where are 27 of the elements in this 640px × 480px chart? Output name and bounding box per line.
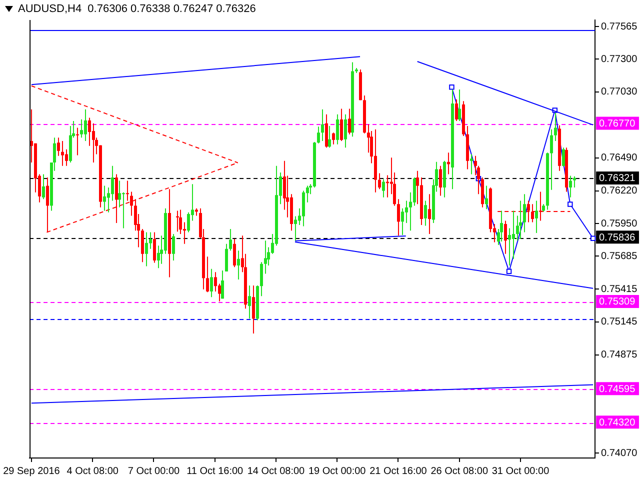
chart-title: AUDUSD,H4 0.76306 0.76338 0.76247 0.76326 bbox=[18, 3, 256, 15]
x-tick-label: 31 Oct 00:00 bbox=[492, 466, 550, 477]
y-tick-label: 0.74070 bbox=[601, 448, 638, 459]
y-tick-label: 0.75415 bbox=[601, 284, 638, 295]
y-tick-label: 0.74875 bbox=[601, 350, 638, 361]
x-tick-label: 26 Oct 08:00 bbox=[430, 466, 488, 477]
ref-line-label: 0.74595 bbox=[599, 384, 636, 395]
y-tick-label: 0.75145 bbox=[601, 316, 638, 328]
x-tick-label: 7 Oct 00:00 bbox=[128, 466, 180, 477]
y-tick-label: 0.76220 bbox=[601, 186, 638, 197]
x-tick-label: 19 Oct 00:00 bbox=[308, 466, 366, 477]
x-tick-label: 4 Oct 08:00 bbox=[66, 466, 119, 477]
ref-line-label: 0.75309 bbox=[599, 296, 636, 308]
ref-line-label: 0.75836 bbox=[599, 232, 636, 244]
y-tick-label: 0.77300 bbox=[601, 54, 638, 65]
y-tick-label: 0.77565 bbox=[601, 21, 638, 32]
x-tick-label: 11 Oct 16:00 bbox=[186, 466, 244, 477]
ref-line-label: 0.74320 bbox=[599, 417, 636, 428]
ref-line-label: 0.76770 bbox=[599, 118, 636, 130]
x-tick-label: 29 Sep 2016 bbox=[3, 466, 60, 477]
y-tick-label: 0.77030 bbox=[601, 86, 638, 98]
y-tick-label: 0.75685 bbox=[601, 250, 638, 262]
y-tick-label: 0.75950 bbox=[601, 218, 638, 230]
ref-line-label: 0.76321 bbox=[599, 173, 636, 184]
x-tick-label: 21 Oct 16:00 bbox=[370, 466, 428, 477]
x-tick-label: 14 Oct 08:00 bbox=[247, 466, 306, 477]
y-tick-label: 0.76490 bbox=[601, 152, 638, 164]
